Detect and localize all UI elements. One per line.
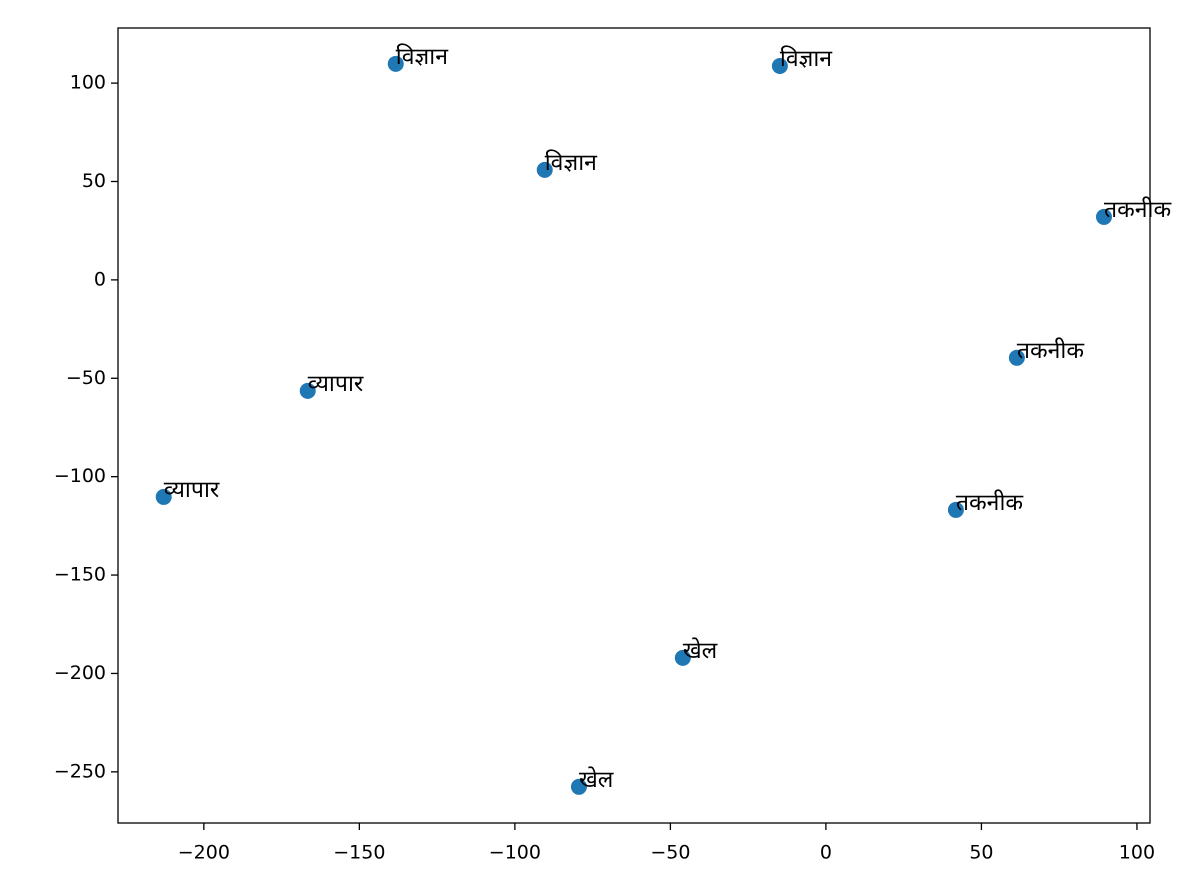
point-label: विज्ञान xyxy=(780,45,833,72)
y-tick-label: −200 xyxy=(54,662,106,684)
x-tick-label: −100 xyxy=(489,842,541,864)
point xyxy=(387,55,404,72)
x-tick-label: 100 xyxy=(1119,842,1155,864)
x-tick-label: −150 xyxy=(333,842,385,864)
x-tick-label: −200 xyxy=(178,842,230,864)
point xyxy=(1008,349,1025,366)
y-tick-label: 50 xyxy=(82,170,106,192)
x-tick-label: 0 xyxy=(820,842,832,864)
point-label: खेल xyxy=(579,766,614,793)
point-label: तकनीक xyxy=(1104,196,1172,223)
point xyxy=(155,488,172,505)
point xyxy=(1095,208,1112,225)
point xyxy=(536,161,553,178)
y-tick-label: 0 xyxy=(94,268,106,290)
x-tick-label: 50 xyxy=(969,842,993,864)
y-tick-label: −100 xyxy=(54,465,106,487)
y-tick-label: 100 xyxy=(70,72,106,94)
point xyxy=(947,501,964,518)
point-label: व्यापार xyxy=(164,477,220,503)
x-tick-label: −50 xyxy=(650,842,690,864)
point-label: तकनीक xyxy=(1017,337,1085,364)
point xyxy=(570,778,587,795)
point-label: विज्ञान xyxy=(545,149,598,176)
point xyxy=(299,382,316,399)
y-tick-label: −250 xyxy=(54,760,106,782)
point-label: तकनीक xyxy=(956,489,1024,516)
point xyxy=(771,57,788,74)
point-label: विज्ञान xyxy=(396,43,449,70)
point-label: व्यापार xyxy=(308,371,364,397)
y-tick-label: −150 xyxy=(54,564,106,586)
point xyxy=(674,649,691,666)
y-tick-label: −50 xyxy=(66,367,106,389)
plot-frame xyxy=(117,27,1151,824)
point-label: खेल xyxy=(683,637,718,664)
